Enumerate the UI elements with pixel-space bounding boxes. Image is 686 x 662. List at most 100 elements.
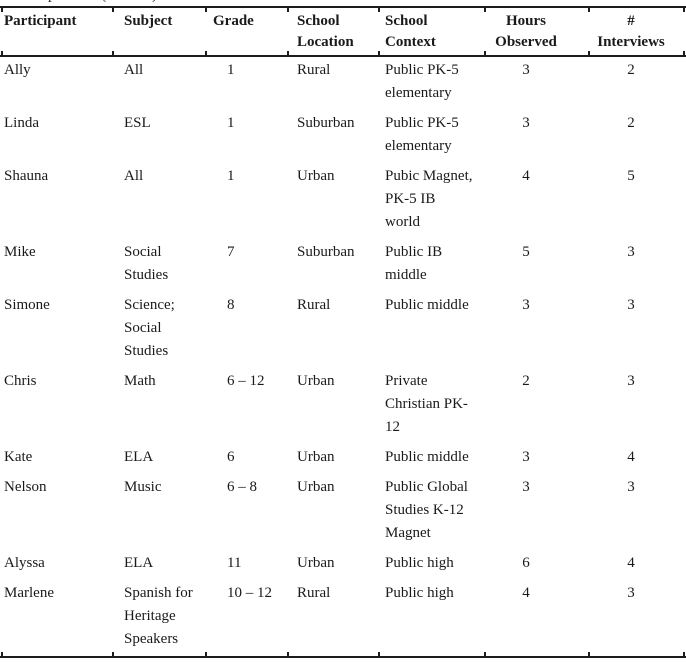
table-cell-subject[interactable]: ELA xyxy=(124,555,154,571)
table-cell-grade[interactable]: 6 – 12 xyxy=(227,373,265,389)
table-cell-school-location[interactable]: Urban xyxy=(297,555,335,571)
column-divider-tick xyxy=(205,652,207,656)
table-cell-school-location[interactable]: Urban xyxy=(297,168,335,184)
column-divider-tick xyxy=(378,8,380,12)
table-cell-subject[interactable]: Math xyxy=(124,373,156,389)
table-cell-grade[interactable]: 6 – 8 xyxy=(227,479,257,495)
table-cell-grade[interactable]: 1 xyxy=(227,115,235,131)
table-cell-school-context[interactable]: Public high xyxy=(385,585,454,601)
table-cell-subject[interactable]: ELA xyxy=(124,449,154,465)
table-cell-participant[interactable]: Marlene xyxy=(4,585,54,601)
table-cell-school-context[interactable]: Private Christian PK- 12 xyxy=(385,373,468,435)
column-header-school-context[interactable]: School Context xyxy=(385,13,436,50)
table-cell-subject[interactable]: Spanish for Heritage Speakers xyxy=(124,585,193,647)
table-cell-school-location[interactable]: Rural xyxy=(297,585,331,601)
table-cell-hours-observed[interactable]: 3 xyxy=(522,62,530,78)
table-cell-school-context[interactable]: Public PK-5 elementary xyxy=(385,115,459,154)
table-row: Simone Science; Social Studies 8 Rural Publi… xyxy=(0,292,686,368)
table-cell-grade[interactable]: 11 xyxy=(227,555,242,571)
table-cell-hours-observed[interactable]: 3 xyxy=(522,449,530,465)
table-cell-school-context[interactable]: Public Global Studies K-12 Magnet xyxy=(385,479,468,541)
table-cell-school-context[interactable]: Pubic Magnet, PK-5 IB world xyxy=(385,168,473,230)
column-divider-tick xyxy=(484,652,486,656)
column-divider-tick xyxy=(683,652,685,656)
table-cell-participant[interactable]: Nelson xyxy=(4,479,47,495)
table-cell-participant[interactable]: Mike xyxy=(4,244,36,260)
table-cell-school-location[interactable]: Rural xyxy=(297,297,331,313)
table-cell-num-interviews[interactable]: 4 xyxy=(627,449,635,465)
table-cell-num-interviews[interactable]: 3 xyxy=(627,297,635,313)
table-cell-school-location[interactable]: Rural xyxy=(297,62,331,78)
table-cell-num-interviews[interactable]: 3 xyxy=(627,479,635,495)
table-cell-grade[interactable]: 1 xyxy=(227,62,235,78)
table-cell-subject[interactable]: All xyxy=(124,168,144,184)
column-header-hours-observed[interactable]: Hours Observed xyxy=(495,13,557,50)
column-header-num-interviews[interactable]: # Interviews xyxy=(597,13,665,50)
table-cell-hours-observed[interactable]: 6 xyxy=(522,555,530,571)
table-cell-grade[interactable]: 7 xyxy=(227,244,235,260)
table-cell-hours-observed[interactable]: 3 xyxy=(522,297,530,313)
table-bottom-border xyxy=(0,652,686,658)
table-cell-num-interviews[interactable]: 3 xyxy=(627,373,635,389)
column-divider-tick xyxy=(683,8,685,12)
table-cell-hours-observed[interactable]: 4 xyxy=(522,585,530,601)
column-header-school-location[interactable]: School Location xyxy=(297,13,354,50)
table-cell-grade[interactable]: 10 – 12 xyxy=(227,585,272,601)
column-divider-tick xyxy=(205,8,207,12)
table-cell-participant[interactable]: Shauna xyxy=(4,168,49,184)
table-row: Linda ESL 1 Suburban Public PK-5 elementary 3… xyxy=(0,110,686,163)
table-row: Mike Social Studies 7 Suburban Public IB mid… xyxy=(0,239,686,292)
table-cell-participant[interactable]: Kate xyxy=(4,449,33,465)
table-cell-subject[interactable]: Music xyxy=(124,479,162,495)
table-cell-num-interviews[interactable]: 3 xyxy=(627,244,635,260)
column-divider-tick xyxy=(484,8,486,12)
table-row: Shauna All 1 Urban Pubic Magnet, PK-5 IB wor… xyxy=(0,163,686,239)
column-divider-tick xyxy=(683,51,685,55)
column-divider-tick xyxy=(378,51,380,55)
table-body: Ally All 1 Rural Public PK-5 elementary 3 2 Lin… xyxy=(0,57,686,656)
table-cell-subject[interactable]: Social Studies xyxy=(124,244,169,283)
table-cell-num-interviews[interactable]: 3 xyxy=(627,585,635,601)
table-cell-school-context[interactable]: Public middle xyxy=(385,449,469,465)
table-cell-school-context[interactable]: Public high xyxy=(385,555,454,571)
table-cell-num-interviews[interactable]: 5 xyxy=(627,168,635,184)
table-cell-participant[interactable]: Simone xyxy=(4,297,50,313)
table-cell-subject[interactable]: All xyxy=(124,62,144,78)
table-cell-grade[interactable]: 1 xyxy=(227,168,235,184)
table-cell-num-interviews[interactable]: 4 xyxy=(627,555,635,571)
table-cell-school-location[interactable]: Urban xyxy=(297,449,335,465)
table-cell-hours-observed[interactable]: 3 xyxy=(522,115,530,131)
table-row: Chris Math 6 – 12 Urban Private Christian PK… xyxy=(0,368,686,444)
table-cell-school-context[interactable]: Public middle xyxy=(385,297,469,313)
table-cell-hours-observed[interactable]: 3 xyxy=(522,479,530,495)
table-cell-school-location[interactable]: Suburban xyxy=(297,244,355,260)
table-cell-num-interviews[interactable]: 2 xyxy=(627,62,635,78)
table-cell-participant[interactable]: Linda xyxy=(4,115,39,131)
table-cell-school-location[interactable]: Urban xyxy=(297,479,335,495)
table-cell-school-context[interactable]: Public IB middle xyxy=(385,244,443,283)
table-cell-school-context[interactable]: Public PK-5 elementary xyxy=(385,62,459,101)
table-cell-subject[interactable]: ESL xyxy=(124,115,151,131)
column-header-grade[interactable]: Grade xyxy=(213,13,254,29)
table-cell-grade[interactable]: 6 xyxy=(227,449,235,465)
table-cell-school-location[interactable]: Suburban xyxy=(297,115,355,131)
table-cell-participant[interactable]: Ally xyxy=(4,62,31,78)
table-cell-participant[interactable]: Alyssa xyxy=(4,555,45,571)
table-cell-school-location[interactable]: Urban xyxy=(297,373,335,389)
cropped-caption-text: p ( ) xyxy=(48,0,686,4)
table-cell-subject[interactable]: Science; Social Studies xyxy=(124,297,175,359)
table-header-separator xyxy=(0,51,686,57)
column-header-subject[interactable]: Subject xyxy=(124,13,173,29)
table-cell-hours-observed[interactable]: 2 xyxy=(522,373,530,389)
column-divider-tick xyxy=(112,51,114,55)
column-header-participant[interactable]: Participant xyxy=(4,13,77,29)
column-divider-tick xyxy=(1,8,3,12)
table-cell-hours-observed[interactable]: 4 xyxy=(522,168,530,184)
table-cell-hours-observed[interactable]: 5 xyxy=(522,244,530,260)
table-cell-participant[interactable]: Chris xyxy=(4,373,37,389)
table-row: Marlene Spanish for Heritage Speakers 10 –… xyxy=(0,580,686,656)
table-cell-num-interviews[interactable]: 2 xyxy=(627,115,635,131)
column-divider-tick xyxy=(588,652,590,656)
table-cell-grade[interactable]: 8 xyxy=(227,297,235,313)
